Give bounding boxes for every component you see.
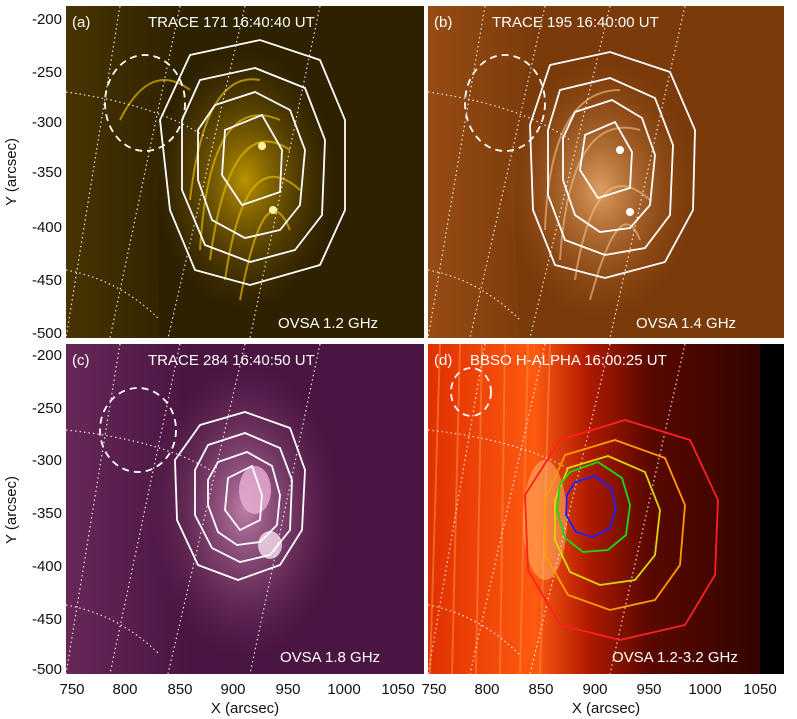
panel-a-title: TRACE 171 16:40:40 UT [148,14,315,31]
x-axis-label-left: X (arcsec) [211,700,279,717]
panel-a [66,6,424,338]
panel-a-frequency: OVSA 1.2 GHz [278,315,378,332]
y-tick-label: -200 [32,11,62,28]
y-axis-bottom: -200 -250 -300 -350 -400 -450 -500 [32,347,62,678]
y-axis-label-bottom: Y (arcsec) [3,476,20,544]
x-axis-label-right: X (arcsec) [572,700,640,717]
panel-d-contour-yellow [554,455,661,586]
panel-d-beam [450,367,492,417]
panel-c-title: TRACE 284 16:40:50 UT [148,352,315,369]
panel-b-title: TRACE 195 16:40:00 UT [492,14,659,31]
y-tick-label: -300 [32,452,62,469]
x-tick-label: 1050 [743,681,776,698]
x-tick-label: 950 [636,681,661,698]
panel-d-label: (d) [434,352,452,369]
y-tick-label: -400 [32,219,62,236]
x-tick-label: 800 [474,681,499,698]
panel-c-grid [66,344,321,674]
y-tick-label: -300 [32,114,62,131]
x-tick-label: 1050 [381,681,414,698]
panel-c [66,344,424,674]
panel-d [428,344,784,674]
y-tick-label: -450 [32,272,62,289]
panel-d-contours [524,419,719,641]
y-tick-label: -350 [32,164,62,181]
x-tick-label: 1000 [327,681,360,698]
x-tick-label: 800 [112,681,137,698]
panel-d-contour-green [556,461,631,553]
y-tick-label: -200 [32,347,62,364]
y-tick-label: -250 [32,400,62,417]
panel-b-label: (b) [434,14,452,31]
panel-d-title: BBSO H-ALPHA 16:00:25 UT [470,352,667,369]
x-tick-label: 750 [59,681,84,698]
panel-c-contours [174,411,306,581]
panel-d-contour-blue [565,475,617,538]
x-tick-label: 850 [167,681,192,698]
panel-b-grid [428,6,686,338]
panel-c-beam [99,387,177,473]
panel-b-beam [464,54,546,152]
x-axis-right: 750 800 850 900 950 1000 1050 [421,681,776,698]
panel-a-grid [66,6,321,338]
x-tick-label: 950 [275,681,300,698]
panel-d-frequency: OVSA 1.2-3.2 GHz [612,649,738,666]
panel-b-contours [529,51,696,279]
panel-b [428,6,784,338]
x-tick-label: 850 [528,681,553,698]
x-tick-label: 750 [421,681,446,698]
panel-d-grid [428,344,686,674]
y-tick-label: -250 [32,64,62,81]
panel-a-beam [104,54,186,152]
x-axis-left: 750 800 850 900 950 1000 1050 [59,681,414,698]
y-tick-label: -500 [32,661,62,678]
y-tick-label: -500 [32,325,62,342]
y-axis-top: -200 -250 -300 -350 -400 -450 -500 [32,11,62,342]
y-tick-label: -450 [32,611,62,628]
panel-a-label: (a) [72,14,90,31]
x-tick-label: 1000 [688,681,721,698]
panel-d-contour-red [524,419,719,641]
panel-c-label: (c) [72,352,90,369]
panel-d-background [428,344,784,674]
y-tick-label: -400 [32,558,62,575]
x-tick-label: 900 [220,681,245,698]
y-tick-label: -350 [32,505,62,522]
panel-d-contour-orange [544,439,686,611]
panel-a-contours [159,39,346,286]
panel-b-active-region [505,60,695,320]
x-tick-label: 900 [582,681,607,698]
panel-c-frequency: OVSA 1.8 GHz [280,649,380,666]
panel-c-active-region [150,360,340,660]
y-axis-label-top: Y (arcsec) [3,138,20,206]
panel-b-frequency: OVSA 1.4 GHz [636,315,736,332]
